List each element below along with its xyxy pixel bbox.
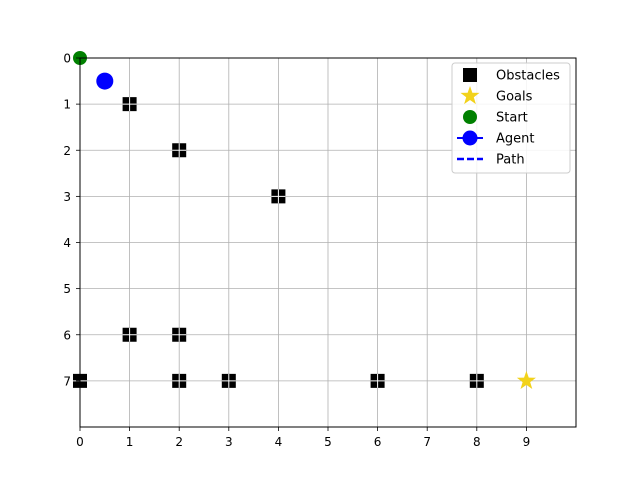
y-tick-label: 4	[63, 236, 71, 250]
y-tick-label: 2	[63, 144, 71, 158]
legend-obstacle-icon	[463, 68, 477, 82]
y-tick-label: 6	[63, 328, 71, 342]
x-tick-label: 8	[473, 435, 481, 449]
agent-marker	[96, 72, 114, 90]
x-tick-label: 6	[374, 435, 382, 449]
x-tick-label: 0	[76, 435, 84, 449]
legend-label: Start	[496, 111, 528, 126]
x-tick-label: 3	[225, 435, 233, 449]
x-tick-label: 1	[126, 435, 134, 449]
legend-label: Path	[496, 153, 525, 168]
legend-label: Goals	[496, 90, 533, 105]
x-tick-label: 4	[275, 435, 283, 449]
x-tick-label: 7	[423, 435, 431, 449]
x-tick-label: 9	[523, 435, 531, 449]
goal-star-icon	[516, 370, 536, 389]
y-tick-label: 0	[63, 52, 71, 66]
y-tick-label: 3	[63, 190, 71, 204]
axis-ticks: 0 1 2 3 4 5 6 7 8 9 0 1 2 3 4 5 6 7	[63, 52, 530, 450]
legend-box	[451, 62, 571, 174]
x-tick-label: 5	[324, 435, 332, 449]
legend-label: Obstacles	[496, 69, 560, 84]
legend-start-icon	[463, 110, 477, 124]
legend-label: Agent	[496, 132, 534, 147]
legend: Obstacles Goals Start Agent Path	[451, 62, 571, 174]
x-tick-label: 2	[175, 435, 183, 449]
y-tick-label: 7	[63, 374, 71, 388]
legend-agent-icon	[462, 130, 478, 146]
y-tick-label: 5	[63, 282, 71, 296]
y-tick-label: 1	[63, 98, 71, 112]
legend-goal-icon	[460, 86, 480, 105]
